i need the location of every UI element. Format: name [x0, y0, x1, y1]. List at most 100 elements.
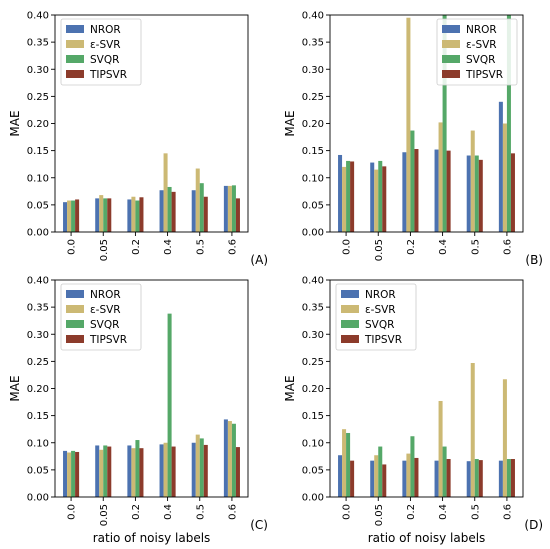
bar-svqr-4 — [199, 183, 204, 232]
y-tick-label: 0.15 — [302, 411, 324, 422]
x-tick-label: 0.6 — [502, 239, 513, 255]
legend-box — [60, 18, 142, 86]
legend-swatch — [442, 25, 460, 33]
x-tick-label: 0.2 — [406, 239, 417, 255]
x-tick-label: 0.4 — [163, 504, 174, 520]
bar-tipsvr-1 — [382, 464, 387, 497]
bar-svr-3 — [438, 400, 443, 497]
bar-svqr-0 — [71, 450, 76, 497]
legend-swatch — [341, 320, 359, 328]
x-axis-title: ratio of noisy labels — [368, 531, 486, 545]
bar-nror-0 — [63, 450, 68, 497]
bar-nror-1 — [95, 198, 100, 232]
bar-svqr-1 — [103, 198, 108, 232]
x-tick-label: 0.0 — [342, 504, 353, 520]
chart-panel-b: 0.00 0.05 0.10 0.15 0.20 0.25 0.30 0.35 0.40 0.0 0… — [283, 11, 543, 268]
y-tick-label: 0.10 — [27, 438, 49, 449]
panel-tag: (D) — [524, 518, 543, 532]
x-tick-label: 0.5 — [195, 504, 206, 520]
bar-nror-0 — [338, 154, 343, 232]
x-tick-label: 0.5 — [470, 239, 481, 255]
bar-svr-0 — [342, 429, 347, 497]
bar-nror-1 — [95, 445, 100, 497]
bar-nror-2 — [127, 199, 132, 232]
y-tick-label: 0.20 — [302, 119, 324, 130]
legend-swatch — [341, 290, 359, 298]
bar-tipsvr-0 — [75, 199, 80, 232]
legend-swatch — [66, 305, 84, 313]
bar-svqr-2 — [135, 200, 140, 232]
legend-label: ε-SVR — [90, 39, 121, 51]
bar-nror-2 — [402, 152, 407, 232]
y-tick-label: 0.10 — [27, 173, 49, 184]
bar-tipsvr-2 — [414, 149, 419, 232]
bar-tipsvr-0 — [350, 161, 355, 232]
bar-svqr-1 — [378, 160, 383, 232]
y-tick-label: 0.40 — [302, 11, 324, 22]
bar-svqr-0 — [71, 200, 76, 232]
bar-nror-3 — [159, 444, 164, 497]
legend-swatch — [66, 40, 84, 48]
bar-svr-3 — [438, 122, 443, 232]
bar-svqr-1 — [378, 446, 383, 497]
chart-panel-c: 0.00 0.05 0.10 0.15 0.20 0.25 0.30 0.35 0.40 0.0 0… — [8, 276, 268, 546]
bar-tipsvr-3 — [446, 150, 451, 233]
legend-swatch — [442, 55, 460, 63]
x-tick-label: 0.6 — [502, 504, 513, 520]
legend-label: TIPSVR — [364, 334, 402, 346]
legend-label: ε-SVR — [365, 304, 396, 316]
bar-svr-4 — [195, 168, 200, 232]
legend: NROR ε-SVR SVQR TIPSVR — [60, 283, 142, 351]
bar-svr-5 — [502, 123, 507, 232]
x-axis-title: ratio of noisy labels — [93, 531, 211, 545]
bar-svr-3 — [163, 442, 168, 497]
y-tick-label: 0.10 — [302, 438, 324, 449]
bar-nror-4 — [466, 461, 471, 497]
bar-svqr-3 — [442, 15, 447, 232]
bar-tipsvr-1 — [107, 446, 112, 497]
legend-swatch — [66, 70, 84, 78]
bar-nror-3 — [434, 149, 439, 232]
legend-box — [335, 283, 417, 351]
y-tick-label: 0.25 — [27, 357, 49, 368]
x-tick-label: 0.4 — [163, 239, 174, 255]
y-tick-label: 0.20 — [27, 119, 49, 130]
bar-tipsvr-5 — [510, 459, 515, 497]
bar-tipsvr-0 — [75, 451, 80, 497]
x-tick-label: 0.4 — [438, 504, 449, 520]
bar-nror-1 — [370, 162, 375, 232]
bar-tipsvr-1 — [107, 198, 112, 232]
y-tick-label: 0.25 — [27, 92, 49, 103]
x-tick-label: 0.05 — [374, 504, 385, 526]
x-tick-label: 0.0 — [342, 239, 353, 255]
bar-svr-5 — [502, 379, 507, 497]
bar-tipsvr-2 — [139, 197, 144, 232]
bar-nror-5 — [223, 185, 228, 232]
panel-tag: (A) — [250, 253, 268, 267]
bar-svr-2 — [406, 17, 411, 233]
y-tick-label: 0.20 — [302, 384, 324, 395]
bar-tipsvr-3 — [171, 191, 176, 232]
y-tick-label: 0.35 — [27, 303, 49, 314]
bar-nror-5 — [498, 460, 503, 497]
y-tick-label: 0.00 — [302, 493, 324, 504]
legend-swatch — [66, 320, 84, 328]
y-tick-label: 0.40 — [302, 276, 324, 287]
y-tick-label: 0.35 — [27, 38, 49, 49]
legend-label: SVQR — [90, 319, 119, 331]
legend-swatch — [341, 305, 359, 313]
y-tick-label: 0.30 — [302, 65, 324, 76]
bar-tipsvr-1 — [382, 166, 387, 232]
legend-label: SVQR — [466, 54, 495, 66]
bar-nror-4 — [191, 442, 196, 497]
bar-nror-4 — [191, 190, 196, 232]
legend-label: TIPSVR — [89, 69, 127, 81]
bar-tipsvr-3 — [171, 446, 176, 497]
x-tick-label: 0.0 — [67, 504, 78, 520]
bar-svqr-5 — [506, 15, 511, 232]
bar-tipsvr-5 — [510, 153, 515, 232]
x-tick-label: 0.05 — [374, 239, 385, 261]
bar-svqr-4 — [474, 155, 479, 232]
y-axis-title: MAE — [8, 110, 22, 136]
